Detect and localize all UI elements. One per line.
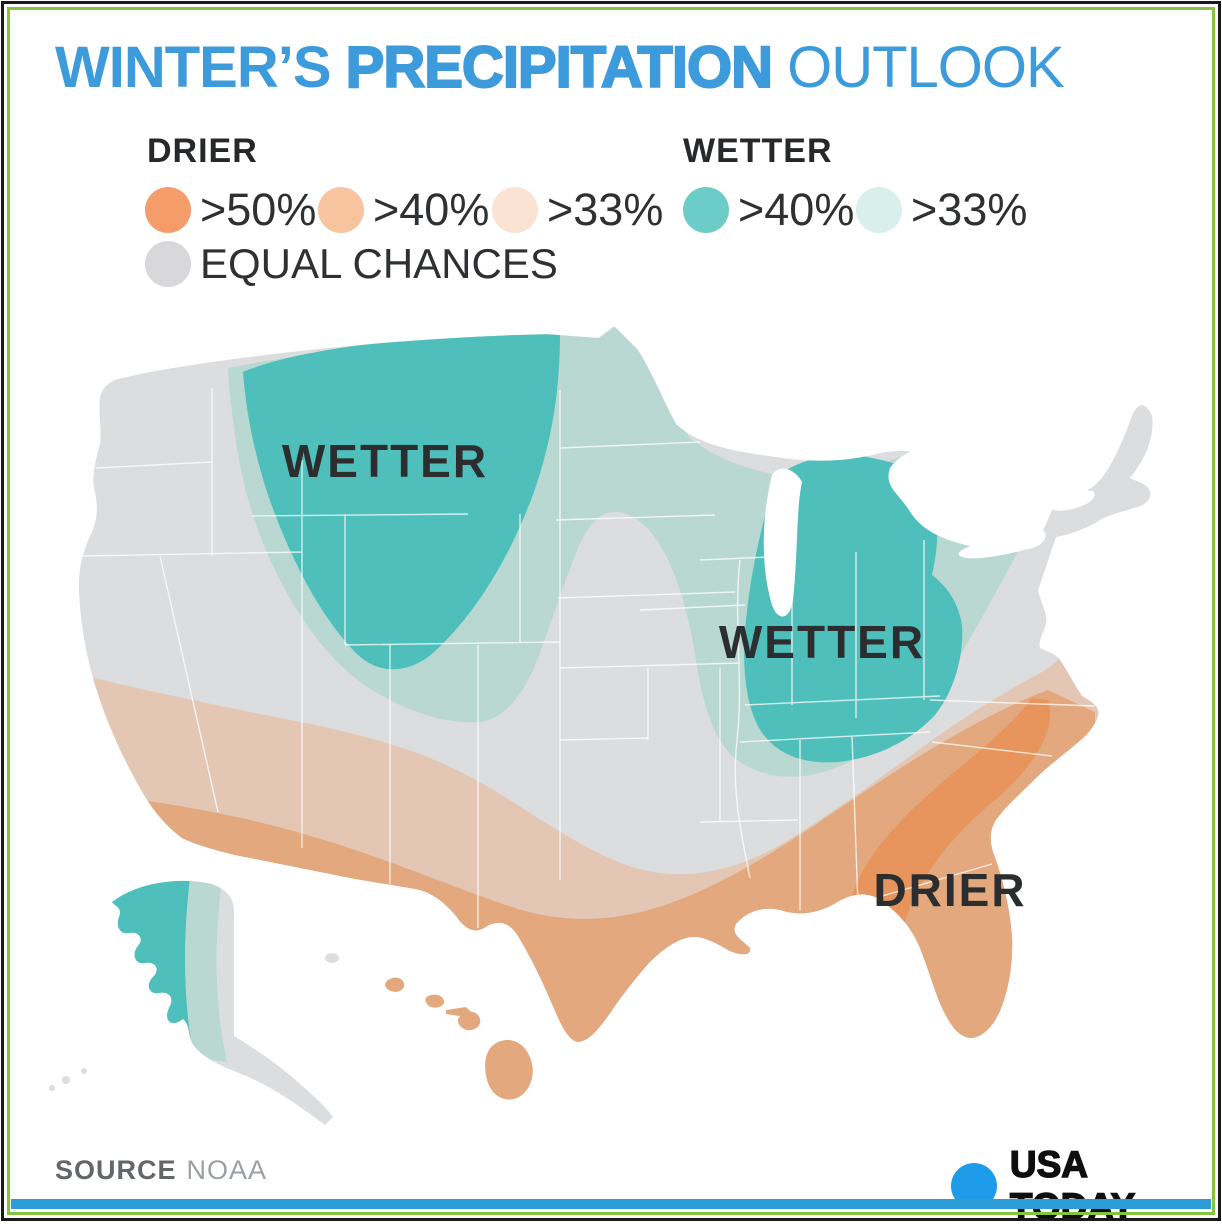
- source-credit: SOURCE NOAA: [55, 1155, 267, 1186]
- lake-ontario: [1050, 490, 1095, 511]
- legend-value: EQUAL CHANCES: [200, 240, 558, 287]
- legend-value: >40%: [373, 184, 490, 235]
- legend-item-drier-40: >40%: [318, 184, 489, 236]
- lower48-group: [78, 326, 1153, 1042]
- map-label-drier-southeast: DRIER: [873, 864, 1026, 916]
- state-borders: [81, 388, 1096, 928]
- legend-swatch-wetter-40-icon: [683, 187, 729, 233]
- hawaii-big-island: [485, 1040, 533, 1100]
- hawaii-inset: [385, 977, 533, 1100]
- legend-value: >33%: [547, 184, 664, 235]
- lake-erie: [958, 528, 1046, 559]
- hawaii-oahu: [425, 994, 445, 1008]
- bottom-accent-bar: [11, 1199, 1211, 1209]
- hawaii-kauai: [385, 977, 405, 992]
- source-label: SOURCE: [55, 1155, 177, 1185]
- usa-today-logo: USA TODAY: [950, 1143, 1222, 1228]
- map-region-wetter-40-northwest: [243, 334, 560, 670]
- legend-swatch-drier-50-icon: [145, 187, 191, 233]
- lake-michigan: [763, 468, 802, 617]
- usa-today-circle-icon: [951, 1163, 997, 1209]
- legend-item-wetter-33: >33%: [856, 184, 1027, 236]
- great-lakes: [763, 448, 1095, 617]
- map-label-wetter-northwest: WETTER: [282, 435, 488, 487]
- map-label-wetter-ohio: WETTER: [719, 616, 925, 668]
- alaska-inset: [49, 880, 333, 1125]
- legend-item-drier-33: >33%: [492, 184, 663, 236]
- map-region-wetter-40-ohio: [744, 455, 963, 763]
- title-prefix: WINTER’S: [55, 35, 332, 100]
- source-value: NOAA: [186, 1155, 268, 1185]
- legend-value: >33%: [911, 184, 1028, 235]
- legend-item-wetter-40: >40%: [683, 184, 854, 236]
- legend-swatch-equal-icon: [145, 241, 191, 287]
- lake-huron: [888, 448, 1040, 550]
- aleutian-islands: [49, 1068, 87, 1091]
- legend-value: >40%: [738, 184, 855, 235]
- title-emphasis: PRECIPITATION: [345, 34, 774, 101]
- hawaii-maui: [458, 1011, 481, 1031]
- map-region-drier-40: [80, 690, 1095, 1042]
- legend-value: >50%: [200, 184, 317, 235]
- legend-wetter-title: WETTER: [683, 132, 833, 170]
- alaska-wetter-33: [185, 880, 227, 1062]
- legend-item-equal-chances: EQUAL CHANCES: [145, 240, 558, 288]
- legend-drier-title: DRIER: [147, 132, 258, 170]
- legend-swatch-wetter-33-icon: [856, 187, 902, 233]
- legend-item-drier-50: >50%: [145, 184, 316, 236]
- legend-swatch-drier-33-icon: [492, 187, 538, 233]
- alaska-wetter-40: [112, 880, 194, 1066]
- page-title: WINTER’S PRECIPITATION OUTLOOK: [55, 34, 1065, 101]
- small-island: [325, 953, 339, 963]
- usa-today-wordmark: USA TODAY: [1009, 1143, 1136, 1227]
- title-suffix: OUTLOOK: [787, 35, 1065, 100]
- legend-swatch-drier-40-icon: [318, 187, 364, 233]
